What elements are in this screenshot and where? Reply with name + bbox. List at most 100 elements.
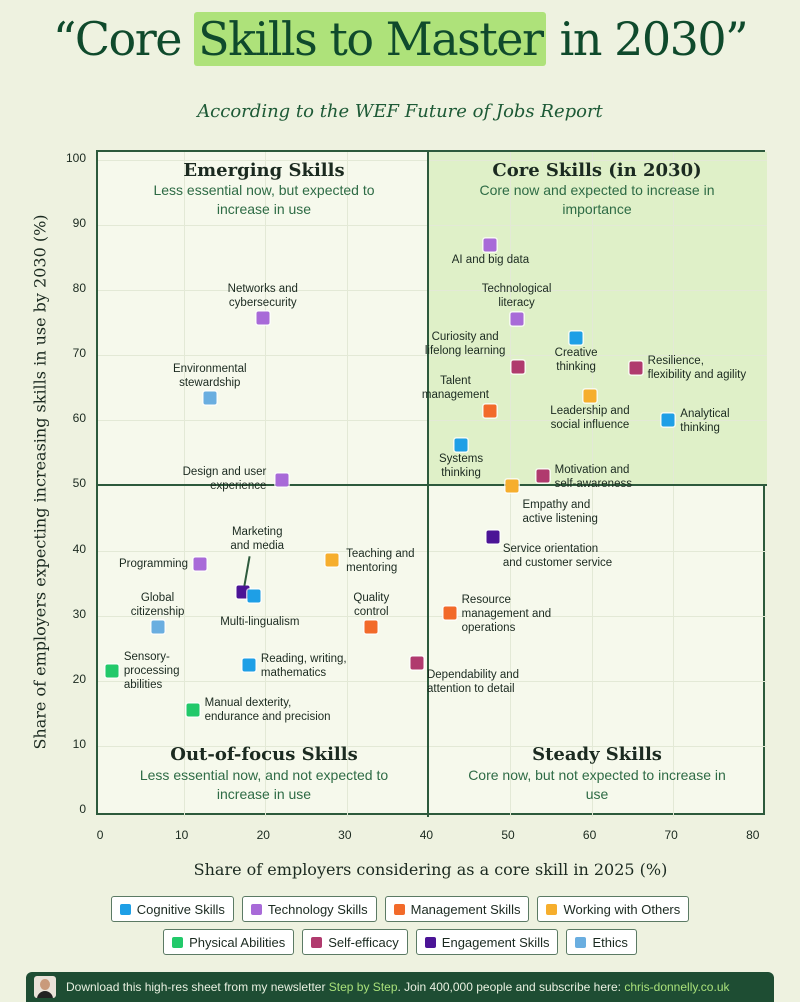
x-tick-label: 0 — [96, 828, 104, 842]
data-point[interactable] — [483, 404, 497, 418]
data-point[interactable] — [454, 438, 468, 452]
legend-swatch-icon — [393, 903, 405, 915]
data-point[interactable] — [483, 238, 497, 252]
data-point[interactable] — [105, 664, 119, 678]
title-highlight: Skills to Master — [194, 12, 547, 66]
y-tick-label: 80 — [72, 281, 86, 296]
data-point[interactable] — [242, 658, 256, 672]
x-tick-label: 70 — [664, 828, 678, 842]
author-avatar — [34, 976, 56, 998]
point-label: Resource management and operations — [461, 594, 552, 635]
footer-text-part: . Join 400,000 people and subscribe here… — [397, 980, 625, 994]
point-label: Curiosity and lifelong learning — [424, 330, 506, 357]
legend-item[interactable]: Cognitive Skills — [110, 896, 234, 922]
y-tick-label: 90 — [72, 215, 86, 230]
x-tick-label: 10 — [174, 828, 189, 842]
website-link[interactable]: chris-donnelly.co.uk — [624, 980, 730, 994]
data-point[interactable] — [275, 473, 289, 487]
data-point[interactable] — [629, 361, 643, 375]
quadrant-subtitle: Core now and expected to increase in imp… — [479, 182, 715, 217]
y-tick-label: 50 — [72, 476, 86, 491]
data-point[interactable] — [247, 589, 261, 603]
x-tick-label: 80 — [746, 828, 760, 842]
data-point[interactable] — [486, 530, 500, 544]
legend-item[interactable]: Physical Abilities — [163, 929, 295, 955]
legend-label: Management Skills — [410, 901, 521, 917]
point-label: Talent management — [421, 374, 489, 401]
gridline-horizontal — [98, 550, 767, 552]
point-label: Resilience, flexibility and agility — [647, 354, 747, 381]
legend-label: Engagement Skills — [441, 934, 550, 950]
point-label: Motivation and self-awareness — [554, 463, 632, 490]
legend-item[interactable]: Ethics — [566, 929, 637, 955]
point-label: Empathy and active listening — [522, 499, 598, 526]
point-label: Networks and cybersecurity — [227, 283, 298, 310]
point-label: AI and big data — [451, 254, 530, 267]
legend-swatch-icon — [119, 903, 131, 915]
gridline-horizontal — [98, 615, 767, 617]
legend-item[interactable]: Management Skills — [384, 896, 530, 922]
point-label: Environmental stewardship — [173, 363, 247, 390]
quadrant-title: Steady Skills — [532, 744, 662, 765]
point-label: Dependability and attention to detail — [426, 669, 520, 696]
quadrant-divider-horizontal — [98, 484, 767, 487]
data-point[interactable] — [510, 312, 524, 326]
y-tick-label: 20 — [72, 671, 86, 686]
title-part: in 2030” — [546, 12, 749, 66]
point-label: Teaching and mentoring — [346, 547, 415, 574]
legend-swatch-icon — [424, 936, 436, 948]
gridline-horizontal — [98, 290, 767, 292]
legend-item[interactable]: Working with Others — [537, 896, 690, 922]
gridline-horizontal — [98, 355, 767, 357]
point-label: Technological literacy — [481, 282, 552, 309]
legend-row-1: Cognitive Skills Technology Skills Managem… — [0, 896, 800, 922]
footer-text: Download this high-res sheet from my new… — [66, 980, 730, 994]
legend-swatch-icon — [546, 903, 558, 915]
data-point[interactable] — [443, 606, 457, 620]
legend-item[interactable]: Self-efficacy — [302, 929, 408, 955]
point-label: Service orientation and customer service — [502, 542, 613, 569]
legend-row-2: Physical Abilities Self-efficacy Engagemen… — [0, 929, 800, 955]
data-point[interactable] — [583, 389, 597, 403]
data-point[interactable] — [256, 311, 270, 325]
newsletter-link[interactable]: Step by Step — [328, 980, 398, 994]
legend-label: Ethics — [592, 934, 628, 950]
data-point[interactable] — [325, 553, 339, 567]
data-point[interactable] — [536, 469, 550, 483]
data-point[interactable] — [511, 360, 525, 374]
x-tick-label: 60 — [582, 828, 597, 842]
point-label: Leadership and social influence — [550, 404, 630, 431]
point-label: Reading, writing, mathematics — [260, 653, 347, 680]
footer-text-part: Download this high-res sheet from my new… — [66, 980, 329, 994]
y-tick-label: 0 — [79, 802, 86, 817]
data-point[interactable] — [186, 703, 200, 717]
y-tick-label: 10 — [72, 737, 86, 751]
legend-label: Physical Abilities — [189, 934, 286, 950]
data-point[interactable] — [151, 620, 165, 634]
data-point[interactable] — [505, 479, 519, 493]
data-point[interactable] — [193, 557, 207, 571]
legend-label: Cognitive Skills — [136, 901, 225, 917]
data-point[interactable] — [569, 331, 583, 345]
point-label: Systems thinking — [439, 453, 484, 480]
point-label: Design and user experience — [182, 466, 267, 493]
title-part: “Core — [52, 12, 195, 66]
data-point[interactable] — [364, 620, 378, 634]
data-point[interactable] — [661, 413, 675, 427]
y-tick-label: 100 — [65, 150, 86, 165]
x-tick-label: 20 — [256, 828, 270, 842]
legend-swatch-icon — [172, 936, 184, 948]
data-point[interactable] — [236, 585, 250, 599]
point-label: Sensory- processing abilities — [123, 651, 180, 692]
legend-item[interactable]: Technology Skills — [241, 896, 377, 922]
legend-swatch-icon — [311, 936, 323, 948]
quadrant-subtitle: Less essential now, but expected to incr… — [153, 182, 375, 217]
core-quadrant-fill — [428, 152, 767, 486]
data-point[interactable] — [203, 391, 217, 405]
y-axis-label: Share of employers expecting increasing … — [30, 214, 50, 750]
legend-item[interactable]: Engagement Skills — [415, 929, 559, 955]
x-tick-label: 30 — [338, 828, 352, 842]
gridline-horizontal — [98, 420, 767, 422]
data-point[interactable] — [410, 656, 424, 670]
gridline-horizontal — [98, 746, 767, 747]
